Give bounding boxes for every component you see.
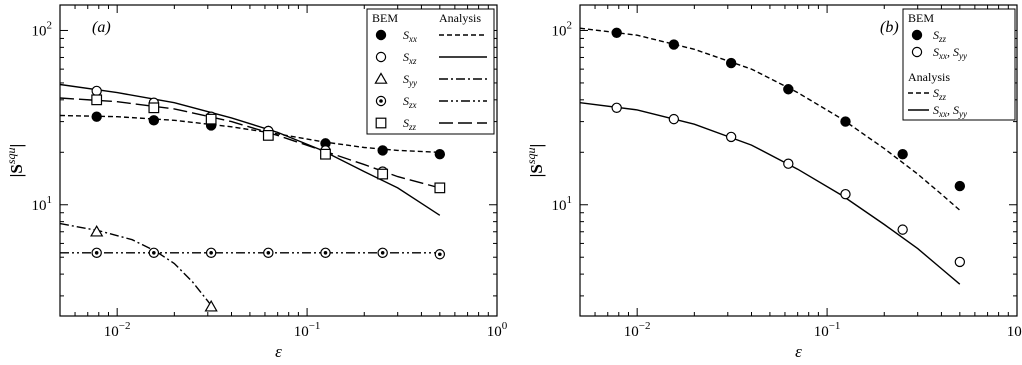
legend-label-xz: Sxz xyxy=(403,50,417,66)
legend-box xyxy=(366,8,495,135)
bem-point-zz xyxy=(434,182,446,194)
bem-point-zz xyxy=(668,39,680,50)
x-tick-label: 10−1 xyxy=(294,320,321,340)
legend-bem-header: BEM xyxy=(372,11,398,25)
bem-point-zz xyxy=(148,102,160,114)
bem-point-xx xyxy=(725,131,737,143)
bem-point-zz xyxy=(840,116,851,127)
x-tick-label: 10−2 xyxy=(104,320,131,340)
bem-point-xx xyxy=(954,256,966,268)
bem-point-xx xyxy=(783,158,794,169)
panel-a: 10−2 10−1 100 101 102 ε |Ssqu| (a) BEM Analysis Sx… xyxy=(4,4,508,361)
bem-point-xx xyxy=(668,113,680,125)
legend-label-xx: Sxx, Syy xyxy=(933,45,967,61)
legend-marker-xz xyxy=(375,51,387,63)
legend-marker-zz xyxy=(911,29,923,41)
legend-analysis-header: Analysis xyxy=(439,11,481,25)
legend-label-zx: Szx xyxy=(403,94,417,110)
x-axis-label: ε xyxy=(795,342,802,361)
bem-point-xz xyxy=(91,85,102,97)
x-axis-label: ε xyxy=(275,342,282,361)
y-tick-label: 102 xyxy=(552,19,573,39)
legend-marker-zx xyxy=(375,95,387,107)
bem-point-xx xyxy=(434,149,446,160)
legend-analysis-label-zz: Szz xyxy=(933,86,947,102)
legend-bem-header: BEM xyxy=(908,11,934,25)
plot-frame xyxy=(579,4,1018,317)
analysis-curve-xz xyxy=(60,83,441,216)
legend-label-zz: Szz xyxy=(933,28,947,44)
bem-point-zz xyxy=(320,148,331,160)
panel-label: (b) xyxy=(880,19,899,36)
y-axis-label: |Ssqu| xyxy=(524,144,546,178)
y-tick-label: 101 xyxy=(552,194,573,214)
bem-point-xx xyxy=(91,111,102,122)
bem-point-zz xyxy=(205,113,217,125)
panel-label: (a) xyxy=(92,19,111,36)
bem-point-zz xyxy=(262,130,274,141)
x-tick-label: 10−1 xyxy=(814,320,841,340)
plot-frame xyxy=(59,4,498,317)
bem-point-xx xyxy=(377,145,388,156)
analysis-curve-xx xyxy=(580,102,961,285)
y-axis-label: |Ssqu| xyxy=(4,144,26,178)
bem-point-zz xyxy=(954,180,966,192)
legend-label-xx: Sxx xyxy=(403,28,417,44)
legend-analysis-label-xx: Sxx, Syy xyxy=(933,103,967,119)
bem-point-zz xyxy=(897,149,908,160)
x-tick-label: 100 xyxy=(487,320,508,340)
bem-point-xx xyxy=(148,115,160,126)
bem-point-zx xyxy=(377,247,388,259)
bem-point-xx xyxy=(611,102,622,113)
legend-box xyxy=(902,8,1016,121)
legend-marker-xx xyxy=(911,46,923,58)
legend-label-yy: Syy xyxy=(403,72,417,88)
legend-marker-yy xyxy=(374,72,388,84)
bem-point-xx xyxy=(840,188,851,200)
bem-point-zz xyxy=(377,168,389,180)
bem-point-zx xyxy=(148,247,160,259)
bem-point-zx xyxy=(320,247,331,259)
analysis-curve-yy xyxy=(60,222,217,312)
y-tick-label: 101 xyxy=(32,194,53,214)
bem-point-zx xyxy=(434,249,446,260)
bem-point-zx xyxy=(205,247,217,259)
legend-marker-zz xyxy=(375,117,387,129)
bem-point-zz xyxy=(783,84,794,95)
bem-point-zz xyxy=(611,27,622,38)
legend-marker-xx xyxy=(375,29,387,41)
bem-point-yy xyxy=(204,299,218,312)
x-tick-label: 10−2 xyxy=(624,320,651,340)
bem-point-zz xyxy=(91,94,103,106)
bem-point-zx xyxy=(91,247,102,259)
bem-point-yy xyxy=(90,224,104,237)
bem-point-xx xyxy=(897,224,908,235)
legend-label-zz: Szz xyxy=(403,116,417,132)
y-tick-label: 102 xyxy=(32,19,53,39)
bem-point-zz xyxy=(725,57,737,69)
x-tick-label: 100 xyxy=(1007,320,1022,340)
legend-analysis-header: Analysis xyxy=(908,70,950,84)
bem-point-zx xyxy=(263,247,274,259)
